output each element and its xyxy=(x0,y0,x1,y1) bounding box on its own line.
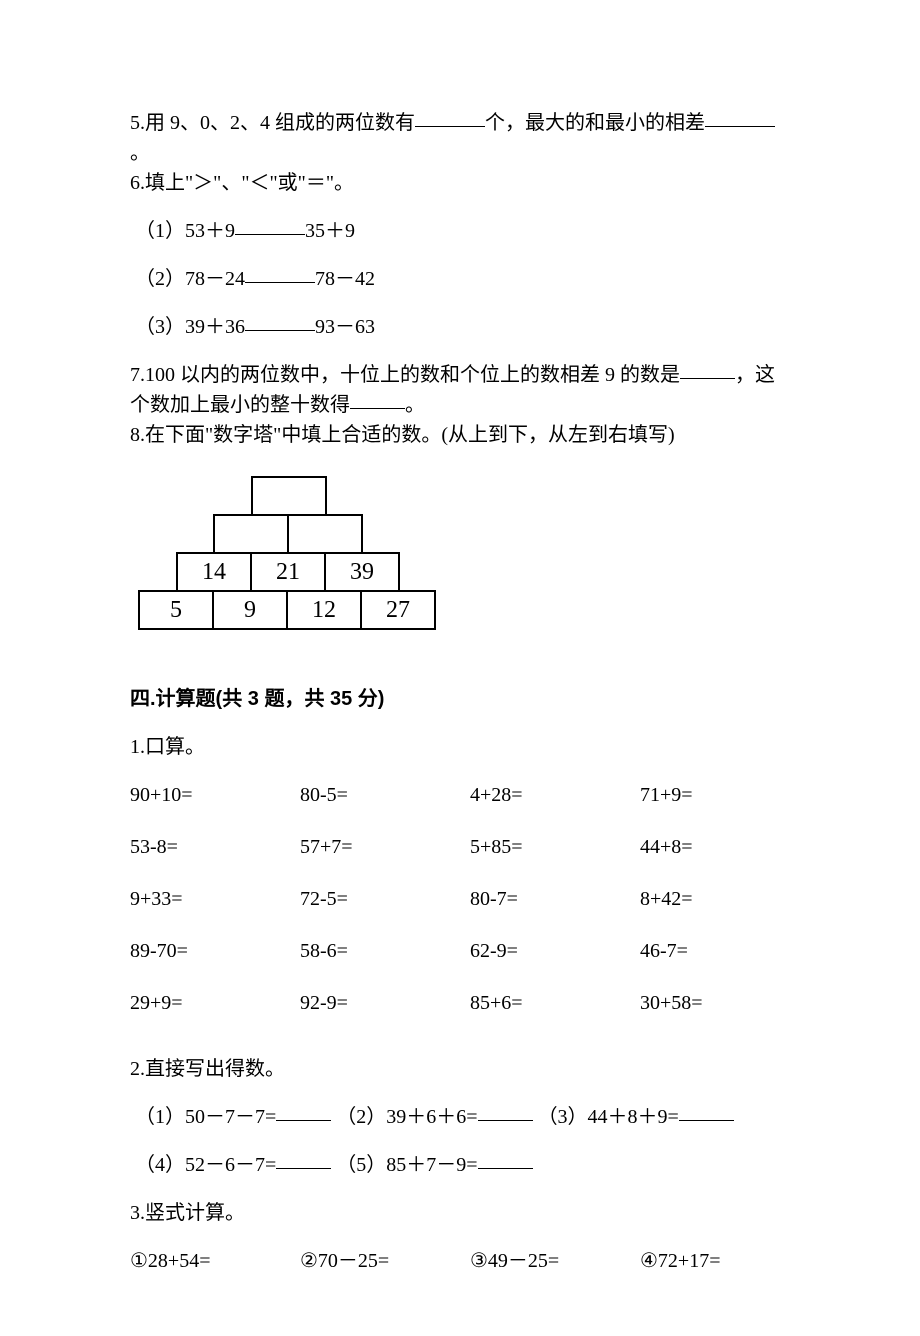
p1-r4-c3: 30+58= xyxy=(640,988,790,1018)
q6-1-left: （1）53＋9 xyxy=(135,220,235,242)
p2-1-blank[interactable] xyxy=(276,1100,331,1121)
p3-2: ②70－25= xyxy=(300,1246,470,1276)
p2-3: （3）44＋8＋9= xyxy=(538,1106,679,1128)
q6-item-1: （1）53＋9 35＋9 xyxy=(130,216,790,246)
tower-r3-c3: 39 xyxy=(324,552,400,592)
q5-prefix: 5.用 9、0、2、4 组成的两位数有 xyxy=(130,112,415,134)
p1-r0-c3: 71+9= xyxy=(640,780,790,810)
tower-r4-c4: 27 xyxy=(360,590,436,630)
q5-blank2[interactable] xyxy=(705,106,775,127)
p2-4: （4）52－6－7= xyxy=(135,1154,276,1176)
question-8-title: 8.在下面"数字塔"中填上合适的数。(从上到下，从左到右填写) xyxy=(130,420,790,450)
p2-2-blank[interactable] xyxy=(478,1100,533,1121)
p1-r4-c0: 29+9= xyxy=(130,988,300,1018)
tower-r4-c1: 5 xyxy=(138,590,214,630)
p2-2: （2）39＋6＋6= xyxy=(336,1106,477,1128)
p2-line2: （4）52－6－7= （5）85＋7－9= xyxy=(130,1150,790,1180)
tower-r2-c2[interactable] xyxy=(287,514,363,554)
q6-3-left: （3）39＋36 xyxy=(135,316,245,338)
section-4-title: 四.计算题(共 3 题，共 35 分) xyxy=(130,684,790,714)
q6-3-blank[interactable] xyxy=(245,310,315,331)
q5-mid: 个，最大的和最小的相差 xyxy=(485,112,705,134)
p2-line1: （1）50－7－7= （2）39＋6＋6= （3）44＋8＋9= xyxy=(130,1102,790,1132)
q6-2-blank[interactable] xyxy=(245,262,315,283)
p1-r2-c3: 8+42= xyxy=(640,884,790,914)
p1-r0-c0: 90+10= xyxy=(130,780,300,810)
p3-3: ③49－25= xyxy=(470,1246,640,1276)
p1-r4-c1: 92-9= xyxy=(300,988,470,1018)
p3-title: 3.竖式计算。 xyxy=(130,1198,790,1228)
tower-r4-c2: 9 xyxy=(212,590,288,630)
p1-r1-c1: 57+7= xyxy=(300,832,470,862)
p1-title: 1.口算。 xyxy=(130,732,790,762)
p1-r1-c0: 53-8= xyxy=(130,832,300,862)
p1-grid: 90+10= 80-5= 4+28= 71+9= 53-8= 57+7= 5+8… xyxy=(130,780,790,1018)
p3-1: ①28+54= xyxy=(130,1246,300,1276)
p2-5: （5）85＋7－9= xyxy=(336,1154,477,1176)
p3-4: ④72+17= xyxy=(640,1246,790,1276)
q7-blank1[interactable] xyxy=(680,358,735,379)
p2-4-blank[interactable] xyxy=(276,1148,331,1169)
tower-r3-c1: 14 xyxy=(176,552,252,592)
tower-r3-c2: 21 xyxy=(250,552,326,592)
q6-item-2: （2）78－24 78－42 xyxy=(130,264,790,294)
tower-r4-c3: 12 xyxy=(286,590,362,630)
q6-3-right: 93－63 xyxy=(315,316,375,338)
q7-prefix: 7.100 以内的两位数中，十位上的数和个位上的数相差 9 的数是 xyxy=(130,364,680,386)
question-6-title: 6.填上"＞"、"＜"或"＝"。 xyxy=(130,168,790,198)
q7-blank2[interactable] xyxy=(350,388,405,409)
q6-2-left: （2）78－24 xyxy=(135,268,245,290)
q7-suffix: 。 xyxy=(405,394,425,416)
q6-1-blank[interactable] xyxy=(235,214,305,235)
p3-row: ①28+54= ②70－25= ③49－25= ④72+17= xyxy=(130,1246,790,1276)
q6-1-right: 35＋9 xyxy=(305,220,355,242)
tower-r2-c1[interactable] xyxy=(213,514,289,554)
p1-r1-c2: 5+85= xyxy=(470,832,640,862)
q5-blank1[interactable] xyxy=(415,106,485,127)
p1-r1-c3: 44+8= xyxy=(640,832,790,862)
p1-r3-c1: 58-6= xyxy=(300,936,470,966)
q6-item-3: （3）39＋36 93－63 xyxy=(130,312,790,342)
p2-5-blank[interactable] xyxy=(478,1148,533,1169)
q5-suffix: 。 xyxy=(130,142,150,164)
q6-2-right: 78－42 xyxy=(315,268,375,290)
p1-r3-c3: 46-7= xyxy=(640,936,790,966)
p1-r4-c2: 85+6= xyxy=(470,988,640,1018)
p2-3-blank[interactable] xyxy=(679,1100,734,1121)
p1-r3-c2: 62-9= xyxy=(470,936,640,966)
question-5: 5.用 9、0、2、4 组成的两位数有 个，最大的和最小的相差。 xyxy=(130,108,790,168)
p2-1: （1）50－7－7= xyxy=(135,1106,276,1128)
p1-r2-c1: 72-5= xyxy=(300,884,470,914)
question-7: 7.100 以内的两位数中，十位上的数和个位上的数相差 9 的数是，这个数加上最… xyxy=(130,360,790,420)
p1-r3-c0: 89-70= xyxy=(130,936,300,966)
number-tower: 14 21 39 5 9 12 27 xyxy=(140,478,790,630)
p1-r2-c2: 80-7= xyxy=(470,884,640,914)
tower-r1-c1[interactable] xyxy=(251,476,327,516)
p1-r2-c0: 9+33= xyxy=(130,884,300,914)
p1-r0-c2: 4+28= xyxy=(470,780,640,810)
p2-title: 2.直接写出得数。 xyxy=(130,1054,790,1084)
p1-r0-c1: 80-5= xyxy=(300,780,470,810)
